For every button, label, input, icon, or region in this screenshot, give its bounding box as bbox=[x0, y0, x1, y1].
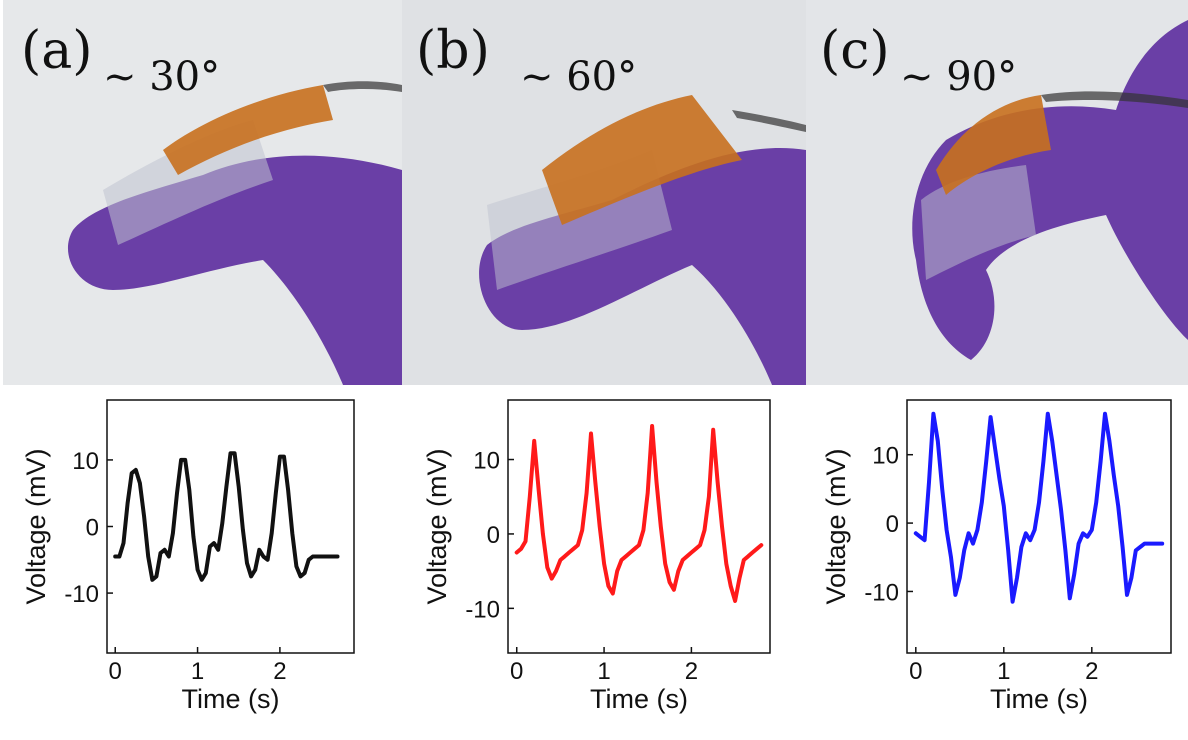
x-axis-label: Time (s) bbox=[990, 684, 1088, 714]
y-tick-label: 10 bbox=[872, 443, 899, 470]
x-tick-label: 2 bbox=[1085, 658, 1098, 685]
y-tick-label: -10 bbox=[465, 596, 500, 623]
x-axis-label: Time (s) bbox=[590, 684, 688, 714]
y-tick-label: 0 bbox=[487, 522, 500, 549]
photo-a: (a) ~ 30° bbox=[3, 0, 402, 385]
angle-label-b: ~ 60° bbox=[520, 54, 637, 100]
y-tick-label: 10 bbox=[72, 448, 99, 475]
photo-b: (b) ~ 60° bbox=[402, 0, 806, 385]
series-line bbox=[514, 424, 764, 603]
finger-photo-c: (c) ~ 90° bbox=[806, 0, 1188, 385]
x-tick-label: 1 bbox=[997, 658, 1010, 685]
y-tick-label: 0 bbox=[86, 515, 99, 542]
x-tick-label: 0 bbox=[510, 658, 523, 685]
plot-frame bbox=[906, 399, 1172, 654]
x-tick-label: 1 bbox=[191, 658, 204, 685]
photo-c: (c) ~ 90° bbox=[806, 0, 1188, 385]
panel-letter-c: (c) bbox=[820, 21, 890, 81]
finger-photo-a: (a) ~ 30° bbox=[3, 0, 402, 385]
x-axis-label: Time (s) bbox=[182, 684, 280, 714]
y-axis-label: Voltage (mV) bbox=[422, 448, 452, 604]
x-tick-label: 0 bbox=[109, 658, 122, 685]
angle-label-a: ~ 30° bbox=[103, 54, 220, 100]
y-tick-label: -10 bbox=[864, 579, 899, 606]
x-tick-label: 2 bbox=[273, 658, 286, 685]
x-tick-label: 0 bbox=[909, 658, 922, 685]
plot-frame bbox=[507, 399, 771, 654]
panel-letter-a: (a) bbox=[21, 21, 93, 81]
series-line bbox=[913, 411, 1165, 604]
x-tick-label: 1 bbox=[597, 658, 610, 685]
y-tick-label: -10 bbox=[64, 581, 99, 608]
y-axis-label: Voltage (mV) bbox=[21, 448, 51, 604]
x-tick-label: 2 bbox=[685, 658, 698, 685]
y-tick-label: 10 bbox=[473, 448, 500, 475]
panel-letter-b: (b) bbox=[416, 21, 490, 81]
series-line bbox=[113, 451, 340, 582]
finger-photo-b: (b) ~ 60° bbox=[402, 0, 806, 385]
y-tick-label: 0 bbox=[886, 511, 899, 538]
angle-label-c: ~ 90° bbox=[900, 54, 1017, 100]
y-axis-label: Voltage (mV) bbox=[821, 448, 851, 604]
